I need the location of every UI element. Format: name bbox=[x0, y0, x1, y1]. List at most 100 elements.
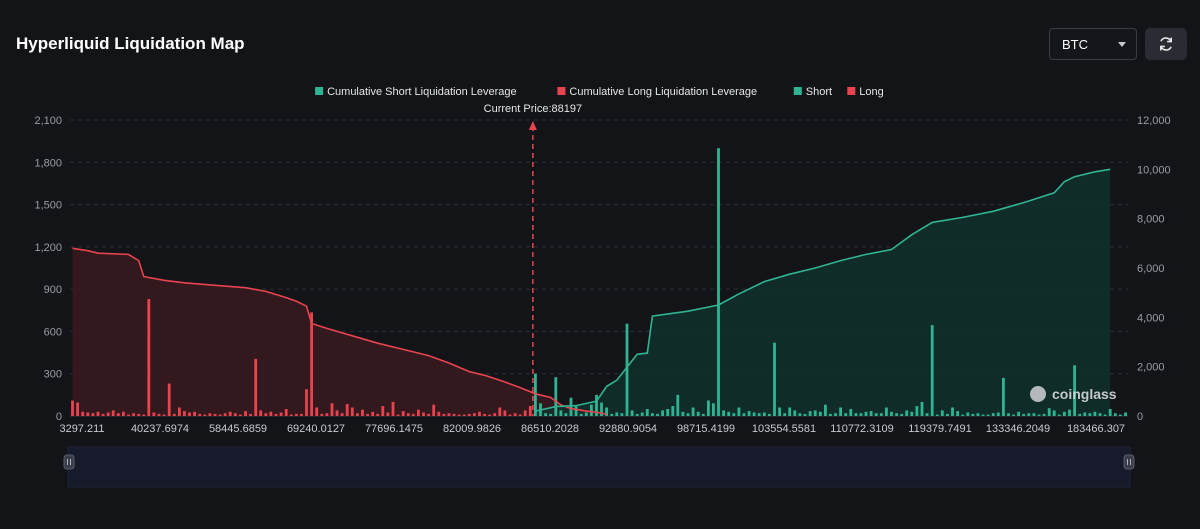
short-bar bbox=[854, 413, 858, 416]
short-bar bbox=[824, 404, 827, 416]
short-bar bbox=[1088, 413, 1092, 416]
short-bar bbox=[600, 402, 603, 416]
short-bar bbox=[905, 410, 909, 416]
long-bar bbox=[356, 413, 359, 416]
long-bar bbox=[223, 413, 227, 416]
long-bar bbox=[111, 410, 115, 416]
long-bar bbox=[116, 413, 120, 416]
chevron-down-icon bbox=[1118, 42, 1126, 47]
long-bar bbox=[462, 414, 466, 416]
long-bar bbox=[233, 413, 237, 416]
left-axis-tick-label: 300 bbox=[44, 369, 62, 381]
short-bar bbox=[640, 412, 644, 416]
long-bar bbox=[427, 413, 430, 416]
long-bar bbox=[76, 402, 79, 416]
long-bar bbox=[381, 406, 385, 416]
current-price-arrow bbox=[528, 121, 537, 130]
short-bar bbox=[956, 411, 959, 416]
long-bar bbox=[81, 411, 85, 416]
long-bar bbox=[315, 407, 319, 416]
long-bar bbox=[488, 414, 491, 416]
right-axis-tick-label: 8,000 bbox=[1137, 214, 1165, 226]
long-bar bbox=[325, 413, 329, 416]
short-bar bbox=[630, 410, 634, 416]
long-bar bbox=[249, 413, 252, 416]
right-axis-tick-label: 0 bbox=[1137, 411, 1143, 423]
short-bar bbox=[930, 325, 934, 416]
long-bar bbox=[391, 401, 395, 416]
long-bar bbox=[157, 413, 161, 416]
short-bar bbox=[1108, 409, 1112, 416]
short-bar bbox=[844, 413, 848, 416]
short-bar bbox=[915, 406, 919, 416]
short-bar bbox=[981, 414, 985, 416]
short-bar bbox=[686, 413, 690, 416]
short-bar bbox=[635, 413, 639, 416]
long-bar bbox=[467, 413, 471, 416]
coinglass-watermark: coinglass bbox=[1030, 386, 1117, 402]
refresh-button[interactable] bbox=[1145, 28, 1187, 60]
long-bar bbox=[442, 413, 446, 416]
long-bar bbox=[101, 413, 105, 416]
legend-entry: Cumulative Short Liquidation Leverage bbox=[327, 86, 517, 98]
short-bar bbox=[1022, 413, 1026, 416]
long-bar bbox=[147, 299, 151, 416]
short-bar bbox=[778, 407, 781, 416]
short-bar bbox=[752, 412, 756, 416]
long-bar bbox=[137, 413, 141, 416]
short-bar bbox=[590, 404, 593, 416]
short-bar bbox=[717, 148, 720, 416]
short-bar bbox=[971, 413, 975, 416]
short-bar bbox=[712, 403, 715, 416]
coin-select[interactable]: BTC bbox=[1049, 28, 1137, 60]
long-bar bbox=[193, 411, 196, 416]
short-bar bbox=[1017, 411, 1020, 416]
short-bar bbox=[661, 410, 664, 416]
short-bar bbox=[651, 413, 654, 416]
left-axis-tick-label: 900 bbox=[44, 284, 62, 296]
page-title: Hyperliquid Liquidation Map bbox=[16, 34, 245, 53]
short-bar bbox=[742, 413, 746, 416]
short-bar bbox=[890, 411, 893, 416]
left-axis-tick-label: 1,500 bbox=[34, 200, 62, 212]
short-bar bbox=[1063, 411, 1066, 416]
range-slider-left-handle[interactable] bbox=[63, 454, 75, 470]
short-bar bbox=[569, 397, 573, 416]
short-bar bbox=[1093, 411, 1097, 416]
short-bar bbox=[976, 413, 980, 416]
short-bar bbox=[1052, 410, 1056, 416]
short-bar bbox=[615, 412, 619, 416]
long-bar bbox=[386, 412, 390, 416]
short-bar bbox=[676, 394, 680, 416]
long-bar bbox=[422, 412, 425, 416]
left-axis-tick-label: 1,200 bbox=[34, 242, 62, 254]
long-bar bbox=[71, 400, 74, 416]
short-bar bbox=[666, 409, 670, 416]
right-axis-tick-label: 10,000 bbox=[1137, 164, 1171, 176]
long-bar bbox=[178, 407, 181, 416]
long-bar bbox=[254, 358, 258, 416]
legend-swatch bbox=[847, 87, 856, 95]
short-bar bbox=[966, 412, 970, 416]
short-bar bbox=[1042, 413, 1046, 416]
short-bar bbox=[783, 413, 787, 416]
short-bar bbox=[701, 413, 705, 416]
range-slider-right-handle[interactable] bbox=[1123, 454, 1135, 470]
x-axis-tick-label: 40237.6974 bbox=[131, 423, 189, 435]
short-bar bbox=[808, 411, 812, 416]
x-axis-tick-label: 110772.3109 bbox=[830, 423, 893, 435]
long-bar bbox=[406, 413, 410, 416]
x-axis-tick-label: 119379.7491 bbox=[908, 423, 971, 435]
long-bar bbox=[310, 312, 313, 416]
long-bar bbox=[498, 407, 502, 416]
cumulative-short-line bbox=[535, 168, 1111, 412]
long-bar bbox=[172, 413, 176, 416]
legend-entry: Short bbox=[806, 86, 832, 98]
long-bar bbox=[350, 407, 354, 416]
right-axis-tick-label: 4,000 bbox=[1137, 312, 1165, 324]
x-axis-tick-label: 69240.0127 bbox=[287, 423, 345, 435]
short-bar bbox=[940, 410, 944, 416]
short-bar bbox=[671, 406, 675, 416]
short-bar bbox=[1012, 414, 1015, 416]
short-bar bbox=[885, 407, 888, 416]
